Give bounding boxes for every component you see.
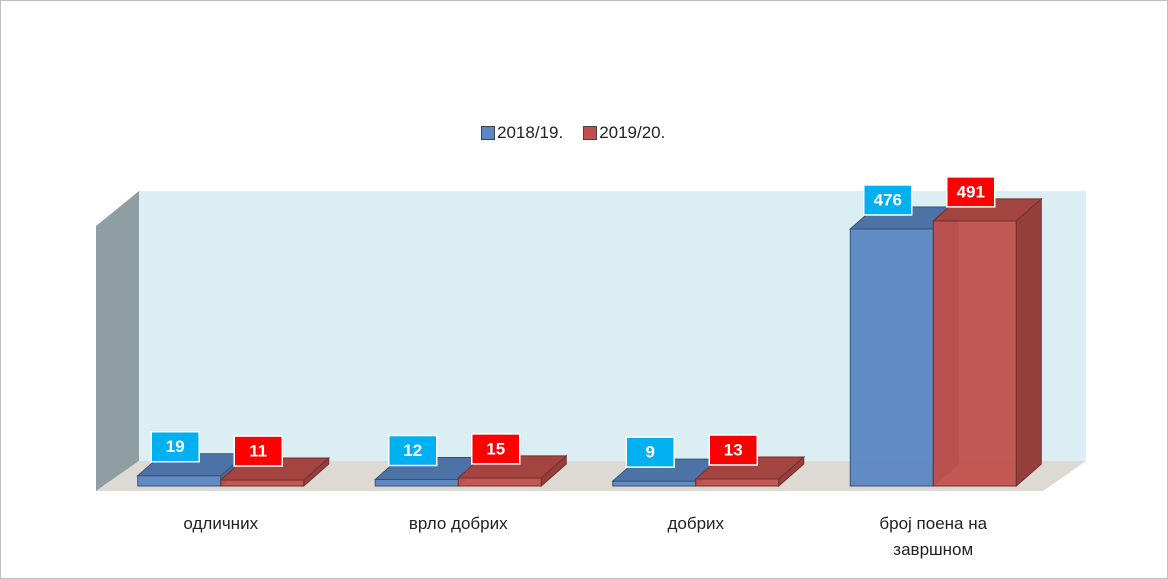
legend-swatch — [583, 126, 598, 140]
value-label-box — [150, 430, 200, 463]
value-label-box — [471, 433, 521, 465]
value-label: 19 — [166, 437, 185, 456]
bar — [931, 197, 1043, 488]
value-label-box — [388, 434, 438, 467]
value-label-box — [233, 435, 283, 467]
legend-label: 2018/19. — [497, 123, 564, 142]
legend-label: 2019/20. — [599, 123, 666, 142]
value-label: 476 — [874, 190, 902, 209]
legend-swatch — [481, 126, 495, 140]
floor — [96, 461, 1086, 491]
bar-front — [137, 475, 222, 487]
bar-front — [374, 479, 459, 487]
bar-side — [1015, 197, 1042, 488]
bar-front — [695, 478, 780, 487]
bar-front — [220, 479, 305, 487]
legend-item: 2019/20. — [583, 123, 665, 143]
value-label: 11 — [249, 442, 267, 461]
value-label-box — [625, 436, 675, 468]
value-label: 15 — [486, 439, 505, 458]
bar-front — [932, 220, 1017, 487]
side-wall — [96, 191, 139, 491]
x-tick-label: број поена на завршном — [879, 514, 988, 559]
value-label-box — [946, 176, 996, 208]
bar-front — [457, 477, 542, 487]
bar-front — [849, 228, 934, 487]
value-label: 491 — [957, 182, 985, 201]
x-tick-label: добрих — [667, 514, 725, 533]
value-label: 9 — [646, 443, 655, 462]
bar-front — [612, 480, 697, 487]
value-label-box — [708, 434, 758, 466]
x-tick-label: одличних — [183, 514, 259, 533]
value-label: 13 — [724, 440, 743, 459]
legend: 2018/19. 2019/20. — [481, 123, 685, 143]
value-label: 12 — [403, 441, 422, 460]
x-tick-label: врло добрих — [408, 514, 508, 533]
value-label-box — [863, 184, 913, 216]
legend-item: 2018/19. — [481, 123, 563, 143]
